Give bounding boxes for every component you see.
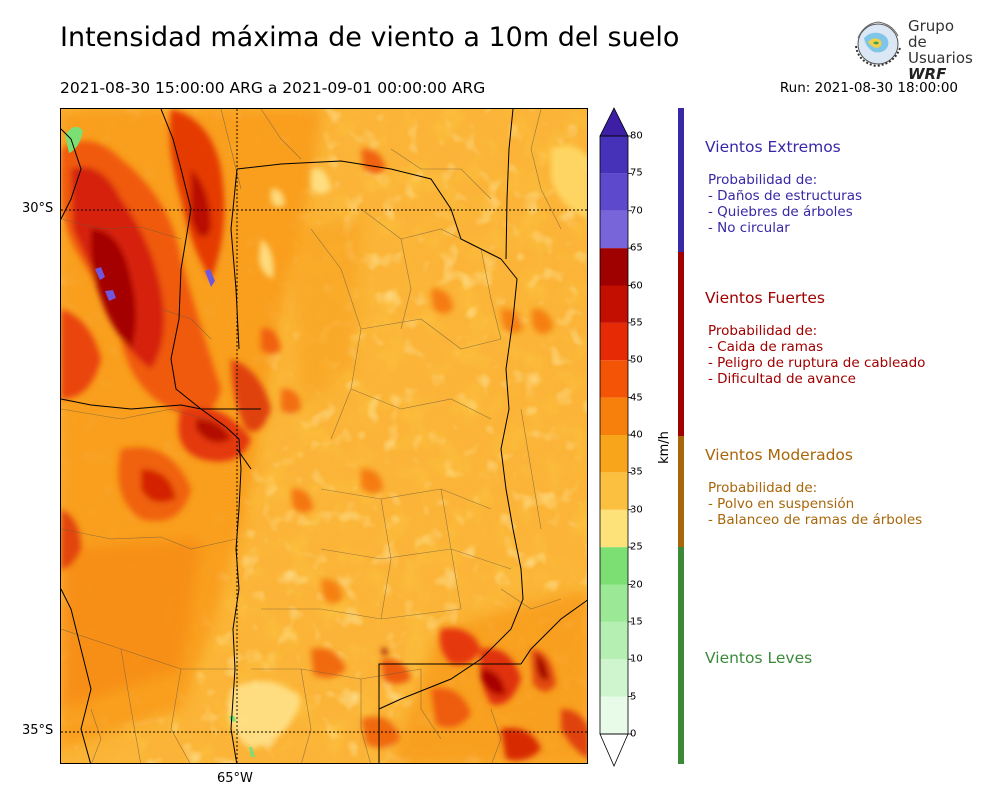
extreme-patch xyxy=(205,269,215,287)
colorbar-bin xyxy=(600,547,628,585)
colorbar-tick-label: 45 xyxy=(630,392,643,404)
colorbar-tick-label: 25 xyxy=(630,541,643,553)
colorbar-bin xyxy=(600,210,628,249)
colorbar-tick-label: 65 xyxy=(630,242,643,254)
extreme-winds-description: Probabilidad de: - Daños de estructuras … xyxy=(708,172,862,236)
colorbar-bin xyxy=(600,136,628,174)
colorbar-bin xyxy=(600,285,628,323)
province-boundaries xyxy=(61,109,587,763)
colorbar-tick-label: 55 xyxy=(630,317,643,329)
colorbar-tick-label: 35 xyxy=(630,466,643,478)
wind-map xyxy=(60,108,588,764)
lat-label-35s: 35°S xyxy=(22,723,54,738)
grupo-usuarios-wrf-logo: Grupo de Usuarios WRF xyxy=(848,16,973,82)
extreme-line: Probabilidad de: xyxy=(708,172,818,188)
moderate-line: Probabilidad de: xyxy=(708,480,818,496)
colorbar-tick-label: 50 xyxy=(630,354,643,366)
colorbar-bin xyxy=(600,696,628,734)
department-boundaries xyxy=(61,109,562,763)
colorbar-tick-label: 30 xyxy=(630,504,643,516)
logo-line-1: Grupo de xyxy=(908,17,954,51)
strong-line: - Peligro de ruptura de cableado xyxy=(708,355,926,371)
colorbar-tick-label: 70 xyxy=(630,205,643,217)
colorbar-tick-label: 40 xyxy=(630,429,643,441)
colorbar xyxy=(599,107,632,767)
extreme-winds-title: Vientos Extremos xyxy=(705,138,841,156)
light-wind-patch xyxy=(65,126,83,153)
colorbar-bin xyxy=(600,248,628,286)
colorbar-extend-min xyxy=(599,733,629,767)
colorbar-tick-label: 0 xyxy=(630,728,637,740)
moderate-line: - Polvo en suspensión xyxy=(708,496,855,512)
moderate-line: - Balanceo de ramas de árboles xyxy=(708,512,923,528)
forecast-period: 2021-08-30 15:00:00 ARG a 2021-09-01 00:… xyxy=(60,79,486,97)
colorbar-bin xyxy=(600,435,628,473)
colorbar-bin xyxy=(600,472,628,510)
colorbar-bin xyxy=(600,659,628,697)
strong-winds-description: Probabilidad de: - Caida de ramas - Peli… xyxy=(708,323,925,387)
strong-line: - Caida de ramas xyxy=(708,339,824,355)
central-orange-cells xyxy=(261,148,553,604)
colorbar-bin xyxy=(600,621,628,660)
model-run-time: Run: 2021-08-30 18:00:00 xyxy=(779,80,958,96)
strong-line: - Dificultad de avance xyxy=(708,371,856,387)
light-wind-patch xyxy=(249,747,255,757)
colorbar-bin xyxy=(600,360,628,398)
moderate-winds-title: Vientos Moderados xyxy=(705,446,853,464)
graticule xyxy=(61,109,587,763)
colorbar-tick-label: 15 xyxy=(630,616,643,628)
light-winds-strip xyxy=(678,547,684,764)
strong-wind-southeast xyxy=(311,628,587,761)
colorbar-tick-label: 75 xyxy=(630,167,643,179)
page-title: Intensidad máxima de viento a 10m del su… xyxy=(60,22,680,53)
extreme-patch xyxy=(105,290,116,301)
colorbar-bin xyxy=(600,173,628,211)
colorbar-bin xyxy=(600,397,628,435)
colorbar-tick-label: 20 xyxy=(630,579,643,590)
extreme-line: - Quiebres de árboles xyxy=(708,204,853,220)
logo-line-2: Usuarios xyxy=(908,49,973,67)
strong-winds-title: Vientos Fuertes xyxy=(705,289,825,307)
colorbar-tick-label: 80 xyxy=(630,130,643,142)
lat-label-30s: 30°S xyxy=(22,201,54,216)
lon-label-65w: 65°W xyxy=(217,771,253,786)
colorbar-bin xyxy=(600,322,628,361)
colorbar-bin xyxy=(600,509,628,548)
light-wind-patch xyxy=(229,716,236,722)
extreme-patch xyxy=(95,267,105,280)
extreme-line: - Daños de estructuras xyxy=(708,188,863,204)
logo-line-3: WRF xyxy=(908,65,947,83)
light-winds-title: Vientos Leves xyxy=(705,649,813,667)
extreme-winds-strip xyxy=(678,108,684,252)
moderate-winds-description: Probabilidad de: - Polvo en suspensión -… xyxy=(708,480,922,528)
wind-field xyxy=(61,109,587,763)
colorbar-bin xyxy=(600,584,628,622)
strong-winds-strip xyxy=(678,252,684,436)
colorbar-extend-max xyxy=(599,107,629,137)
moderate-winds-strip xyxy=(678,436,684,547)
extreme-line: - No circular xyxy=(708,220,790,236)
globe-icon xyxy=(855,21,901,68)
strong-line: Probabilidad de: xyxy=(708,323,818,339)
colorbar-tick-label: 10 xyxy=(630,653,643,665)
colorbar-unit-label: km/h xyxy=(656,431,672,464)
colorbar-tick-label: 5 xyxy=(630,691,637,703)
colorbar-tick-label: 60 xyxy=(630,280,643,291)
